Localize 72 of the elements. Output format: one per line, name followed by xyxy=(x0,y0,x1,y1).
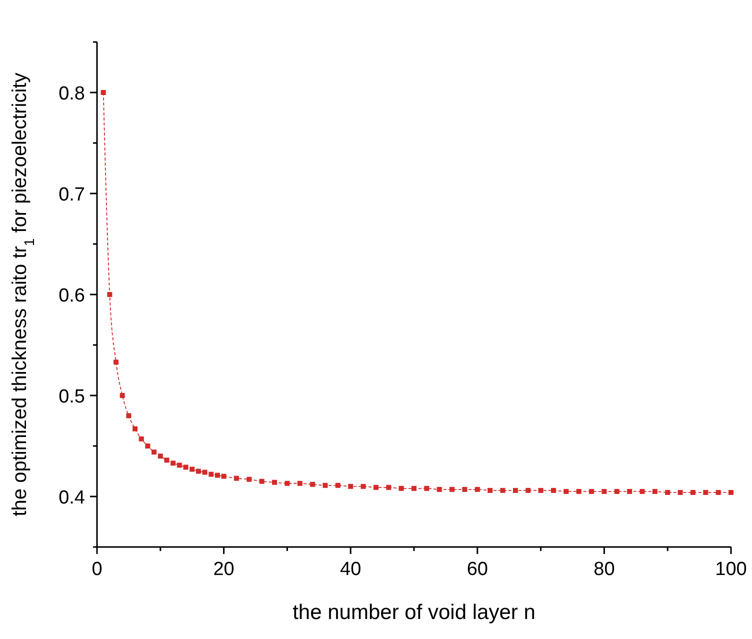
point xyxy=(424,486,430,491)
point xyxy=(297,480,302,486)
x-tick-label: 40 xyxy=(340,559,362,580)
point xyxy=(132,426,138,432)
point xyxy=(158,454,163,459)
point xyxy=(474,486,480,492)
point xyxy=(538,488,544,493)
point xyxy=(450,486,455,492)
x-tick-label: 80 xyxy=(594,559,615,580)
point xyxy=(373,484,378,490)
point xyxy=(152,450,157,455)
point xyxy=(627,488,632,494)
point xyxy=(170,460,176,466)
point xyxy=(138,436,144,442)
point xyxy=(488,488,493,493)
point xyxy=(208,472,214,477)
x-tick-label: 100 xyxy=(715,559,747,580)
point xyxy=(259,478,264,484)
point xyxy=(436,486,442,492)
point xyxy=(576,488,582,494)
point xyxy=(221,474,226,479)
point xyxy=(145,444,150,448)
point xyxy=(176,462,182,468)
point xyxy=(512,488,518,493)
point xyxy=(126,413,132,418)
point xyxy=(398,486,404,491)
y-tick-label: 0.7 xyxy=(58,184,85,206)
point xyxy=(462,486,468,492)
point xyxy=(196,468,201,474)
y-tick-label: 0.6 xyxy=(58,286,85,306)
point xyxy=(272,480,278,485)
point xyxy=(190,466,195,472)
point xyxy=(335,482,340,488)
x-tick-label: 20 xyxy=(213,559,234,580)
point xyxy=(728,490,734,495)
point xyxy=(234,476,239,481)
point xyxy=(703,490,708,495)
point xyxy=(602,488,607,494)
point xyxy=(322,482,328,488)
y-tick-label: 0.5 xyxy=(58,386,85,408)
point xyxy=(107,292,112,297)
point xyxy=(412,486,416,491)
point xyxy=(652,488,658,494)
point xyxy=(678,490,683,495)
point xyxy=(550,488,556,493)
point xyxy=(214,472,220,478)
point xyxy=(183,464,188,470)
point xyxy=(640,488,645,494)
x-tick-label: 60 xyxy=(466,559,488,580)
point xyxy=(246,476,252,482)
point xyxy=(310,482,316,487)
point xyxy=(386,484,392,490)
point xyxy=(614,488,620,494)
y-tick-label: 0.4 xyxy=(58,488,86,508)
point xyxy=(114,360,119,365)
point xyxy=(589,488,594,494)
point xyxy=(690,490,696,495)
x-axis-title: the number of void layer n xyxy=(292,601,536,624)
point xyxy=(202,470,208,475)
x-tick-label: 0 xyxy=(92,559,102,580)
y-tick-label: 0.8 xyxy=(58,84,85,104)
point xyxy=(526,488,531,493)
point xyxy=(164,458,170,463)
point xyxy=(120,393,125,398)
point xyxy=(564,488,569,494)
point xyxy=(665,490,670,495)
point xyxy=(100,90,106,95)
point xyxy=(348,484,354,489)
point xyxy=(716,490,721,495)
point xyxy=(500,488,506,493)
point xyxy=(284,480,290,486)
point xyxy=(360,484,366,489)
